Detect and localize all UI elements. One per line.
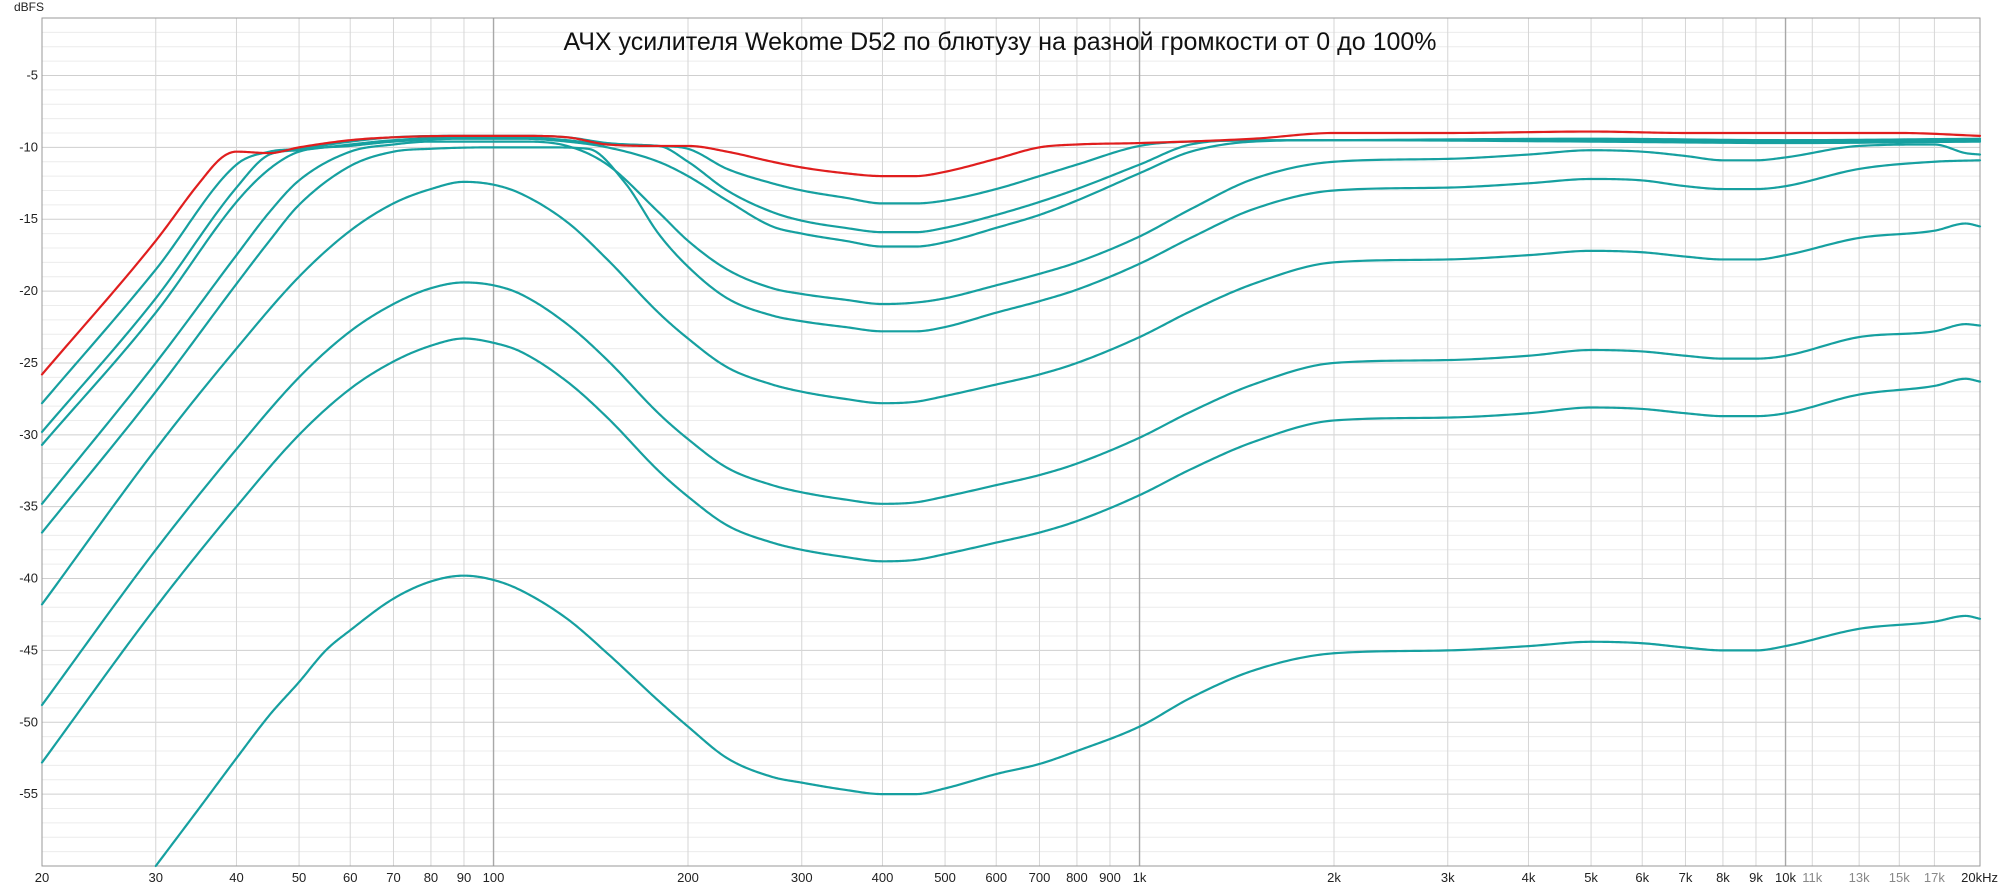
x-tick-label: 5k [1584,870,1598,885]
x-tick-label: 7k [1679,870,1693,885]
y-tick-label: -25 [19,355,38,370]
y-tick-label: -40 [19,571,38,586]
chart-title: АЧХ усилителя Wekome D52 по блютузу на р… [563,28,1436,56]
tick-labels: -5 -10 -15 -20 -25 -30 -35 -40 -45 -50 -55 20 30 40 50… [19,67,1998,885]
x-tick-label: 90 [457,870,471,885]
series-line-90pct [40,136,1982,434]
series-line-85pct [40,137,1982,446]
x-tick-label: 80 [424,870,438,885]
x-tick-label: 13k [1849,870,1870,885]
x-tick-label: 300 [791,870,813,885]
series-line-80pct [40,140,1982,505]
x-tick-label: 4k [1522,870,1536,885]
x-tick-label: 6k [1635,870,1649,885]
x-tick-label: 2k [1327,870,1341,885]
x-tick-label: 30 [149,870,163,885]
y-tick-label: -50 [19,714,38,729]
y-tick-label: -35 [19,499,38,514]
x-tick-label: 10k [1775,870,1796,885]
x-tick-label: 8k [1716,870,1730,885]
x-tick-label: 20kHz [1961,870,1998,885]
x-tick-label: 40 [229,870,243,885]
x-tick-label: 70 [386,870,400,885]
y-tick-label: -55 [19,786,38,801]
x-tick-label: 500 [934,870,956,885]
x-tick-label: 200 [677,870,699,885]
x-tick-label: 11k [1802,870,1822,885]
y-tick-label: -45 [19,642,38,657]
x-tick-label: 17k [1924,870,1945,885]
x-tick-label: 1k [1133,870,1147,885]
x-tick-label: 400 [872,870,894,885]
x-tick-label: 800 [1066,870,1088,885]
x-tick-label: 9k [1749,870,1763,885]
y-tick-label: -15 [19,211,38,226]
x-tick-label: 700 [1029,870,1051,885]
y-tick-label: -10 [19,139,38,154]
series-line-40pct [40,281,1982,707]
grid [41,17,1981,867]
series-line-10pct [154,574,1982,868]
x-tick-label: 15k [1889,870,1910,885]
x-tick-label: 3k [1441,870,1455,885]
series-line-100pct [40,130,1982,376]
series-line-60pct [40,180,1982,606]
x-tick-label: 900 [1099,870,1121,885]
series-line-30pct [40,337,1982,764]
y-tick-label: -20 [19,283,38,298]
y-tick-label: -30 [19,427,38,442]
x-tick-label: 100 [483,870,505,885]
plot-frame [41,17,1981,867]
series-line-75pct [40,146,1982,534]
x-tick-label: 60 [343,870,357,885]
series-group [40,130,1982,868]
y-tick-label: -5 [26,67,38,82]
x-tick-label: 600 [985,870,1007,885]
x-tick-label: 50 [292,870,306,885]
x-tick-label: 20 [35,870,49,885]
y-axis-unit-label: dBFS [14,0,44,14]
